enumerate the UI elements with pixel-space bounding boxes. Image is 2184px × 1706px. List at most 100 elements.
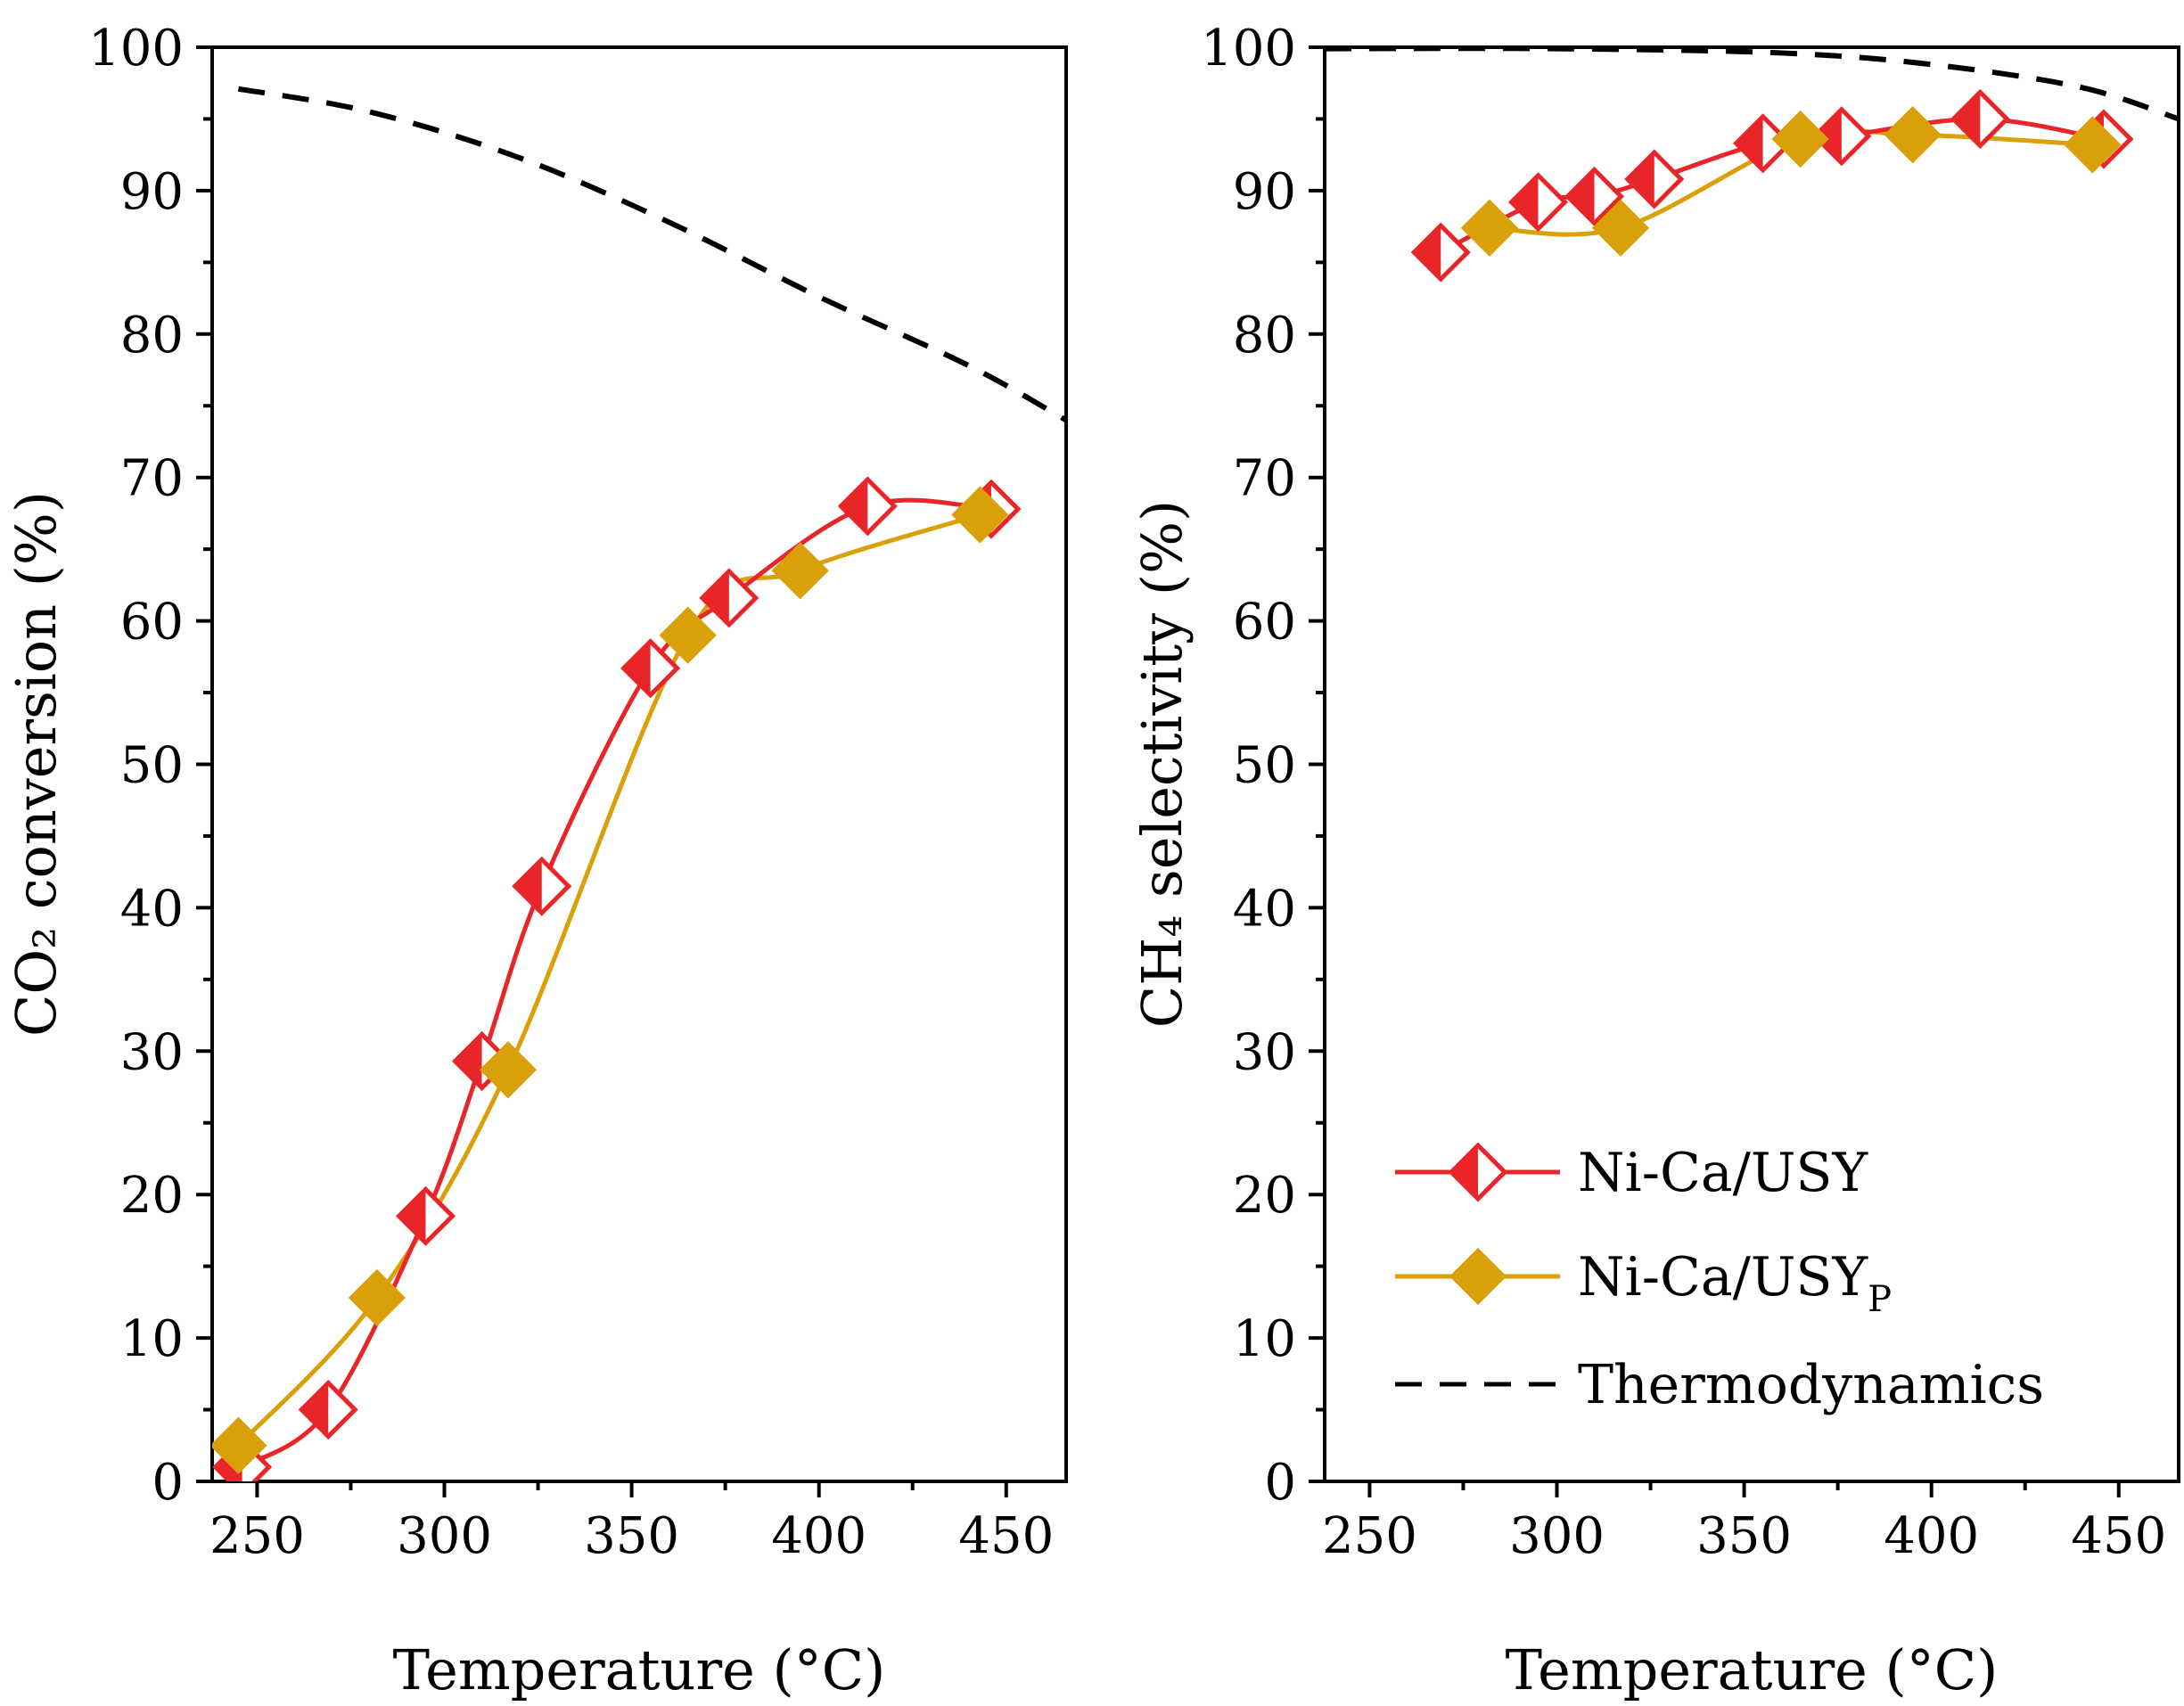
x-axis-title: Temperature (°C) xyxy=(1506,1637,1999,1702)
x-tick-label: 250 xyxy=(1322,1507,1417,1565)
ch4-selectivity-chart: 250 300 350 400 450 0 10 20 30 40 50 60 70 80 90 100 Te… xyxy=(1129,20,2180,1702)
y-tick-label: 80 xyxy=(1233,307,1296,365)
y-tick-label: 90 xyxy=(120,163,184,221)
marker-fill xyxy=(841,479,868,533)
marker-outline xyxy=(1564,166,1625,226)
data-point-ni-ca-usy xyxy=(512,856,572,916)
marker-fill xyxy=(1736,116,1763,170)
marker-fill xyxy=(702,570,729,625)
x-tick-label: 300 xyxy=(397,1507,492,1565)
y-tick-label: 100 xyxy=(88,20,184,78)
legend-label-subscript: P xyxy=(1868,1279,1892,1320)
legend-label: Ni-Ca/USYP xyxy=(1578,1246,1892,1320)
data-point-ni-ca-usy-p xyxy=(2064,116,2122,174)
marker-outline xyxy=(1811,106,1872,167)
data-point-ni-ca-usy-p xyxy=(1460,199,1519,257)
data-point-ni-ca-usy xyxy=(1624,149,1685,209)
marker-outline xyxy=(837,476,898,537)
marker-fill xyxy=(951,486,1009,544)
data-point-ni-ca-usy-p xyxy=(771,542,829,600)
data-point-ni-ca-usy-p xyxy=(659,606,717,664)
marker-fill xyxy=(1460,199,1519,257)
x-tick-label: 450 xyxy=(2071,1507,2166,1565)
marker-outline xyxy=(1410,222,1471,283)
data-point-ni-ca-usy-p xyxy=(479,1041,538,1099)
data-point-ni-ca-usy xyxy=(620,638,681,699)
x-tick-label: 250 xyxy=(209,1507,305,1565)
marker-fill xyxy=(1953,92,1981,146)
marker-fill xyxy=(479,1041,538,1099)
marker-fill xyxy=(398,1189,426,1243)
series-line xyxy=(236,513,981,1448)
y-tick-label: 0 xyxy=(1264,1454,1296,1512)
plot-frame xyxy=(210,45,1068,1483)
marker-fill xyxy=(1451,1145,1478,1199)
data-point-ni-ca-usy-p xyxy=(348,1268,406,1327)
y-tick-label: 80 xyxy=(120,307,184,365)
data-point-ni-ca-usy-p xyxy=(1884,106,1942,164)
marker-outline xyxy=(1448,1142,1508,1202)
y-tick-label: 10 xyxy=(120,1310,184,1368)
marker-outline xyxy=(512,856,572,916)
marker-fill xyxy=(455,1034,482,1088)
y-tick-label: 20 xyxy=(1233,1167,1296,1225)
thermodynamics-curve xyxy=(237,86,1066,422)
thermodynamics-curve xyxy=(1325,47,2179,122)
marker-outline xyxy=(620,638,681,699)
marker-outline xyxy=(395,1185,456,1246)
y-tick-label: 30 xyxy=(120,1023,184,1081)
marker-fill xyxy=(301,1382,329,1437)
y-tick-label: 70 xyxy=(120,450,184,508)
co2-conversion-chart: 250 300 350 400 450 0 10 20 30 40 50 60 70 80 90 100 Te… xyxy=(4,20,1068,1702)
tick-labels: 250 300 350 400 450 0 10 20 30 40 50 60 70 80 90 100 xyxy=(1201,20,2166,1565)
series-group xyxy=(1325,47,2179,283)
axis-ticks xyxy=(1309,45,2121,1497)
legend-marker-shape xyxy=(1449,1247,1507,1306)
legend-marker-diamond xyxy=(1449,1247,1507,1306)
x-tick-label: 350 xyxy=(1696,1507,1792,1565)
marker-fill xyxy=(659,606,717,664)
y-tick-label: 70 xyxy=(1233,450,1296,508)
legend-label-main: Ni-Ca/USY xyxy=(1578,1246,1869,1308)
y-tick-label: 100 xyxy=(1201,20,1296,78)
x-tick-label: 350 xyxy=(584,1507,679,1565)
legend-marker-half-diamond xyxy=(1448,1142,1508,1202)
y-tick-label: 90 xyxy=(1233,163,1296,221)
x-tick-label: 400 xyxy=(771,1507,866,1565)
y-tick-label: 0 xyxy=(152,1454,184,1512)
marker-outline xyxy=(1950,88,2010,149)
marker-outline xyxy=(1624,149,1685,209)
legend-item-thermodynamics: Thermodynamics xyxy=(1395,1354,2044,1416)
y-tick-label: 50 xyxy=(120,737,184,795)
legend-label: Ni-Ca/USY xyxy=(1578,1142,1869,1204)
marker-fill xyxy=(623,641,651,695)
marker-fill xyxy=(771,542,829,600)
legend-label: Thermodynamics xyxy=(1578,1354,2044,1416)
data-point-ni-ca-usy xyxy=(1410,222,1471,283)
marker-outline xyxy=(1507,172,1569,233)
legend-item-ni-ca-usy-p: Ni-Ca/USYP xyxy=(1395,1246,1892,1320)
x-tick-label: 400 xyxy=(1884,1507,1979,1565)
marker-fill xyxy=(514,859,542,914)
data-point-ni-ca-usy xyxy=(1564,166,1625,226)
x-tick-label: 300 xyxy=(1509,1507,1605,1565)
series-group xyxy=(212,86,1066,1481)
series-line xyxy=(241,497,992,1470)
legend-marker-shape xyxy=(1448,1142,1508,1202)
marker-fill xyxy=(1627,152,1654,207)
y-tick-label: 40 xyxy=(1233,880,1296,938)
data-point-ni-ca-usy xyxy=(699,568,759,628)
marker-fill xyxy=(1567,169,1595,224)
marker-fill xyxy=(1414,226,1441,280)
marker-fill xyxy=(1591,199,1650,257)
y-tick-label: 40 xyxy=(120,880,184,938)
y-tick-label: 60 xyxy=(120,594,184,652)
y-axis-title: CO₂ conversion (%) xyxy=(4,491,69,1037)
tick-labels: 250 300 350 400 450 0 10 20 30 40 50 60 70 80 90 100 xyxy=(88,20,1054,1565)
marker-fill xyxy=(1449,1247,1507,1306)
data-point-ni-ca-usy xyxy=(395,1185,456,1246)
data-point-ni-ca-usy xyxy=(837,476,898,537)
x-tick-label: 450 xyxy=(958,1507,1054,1565)
y-tick-label: 10 xyxy=(1233,1310,1296,1368)
